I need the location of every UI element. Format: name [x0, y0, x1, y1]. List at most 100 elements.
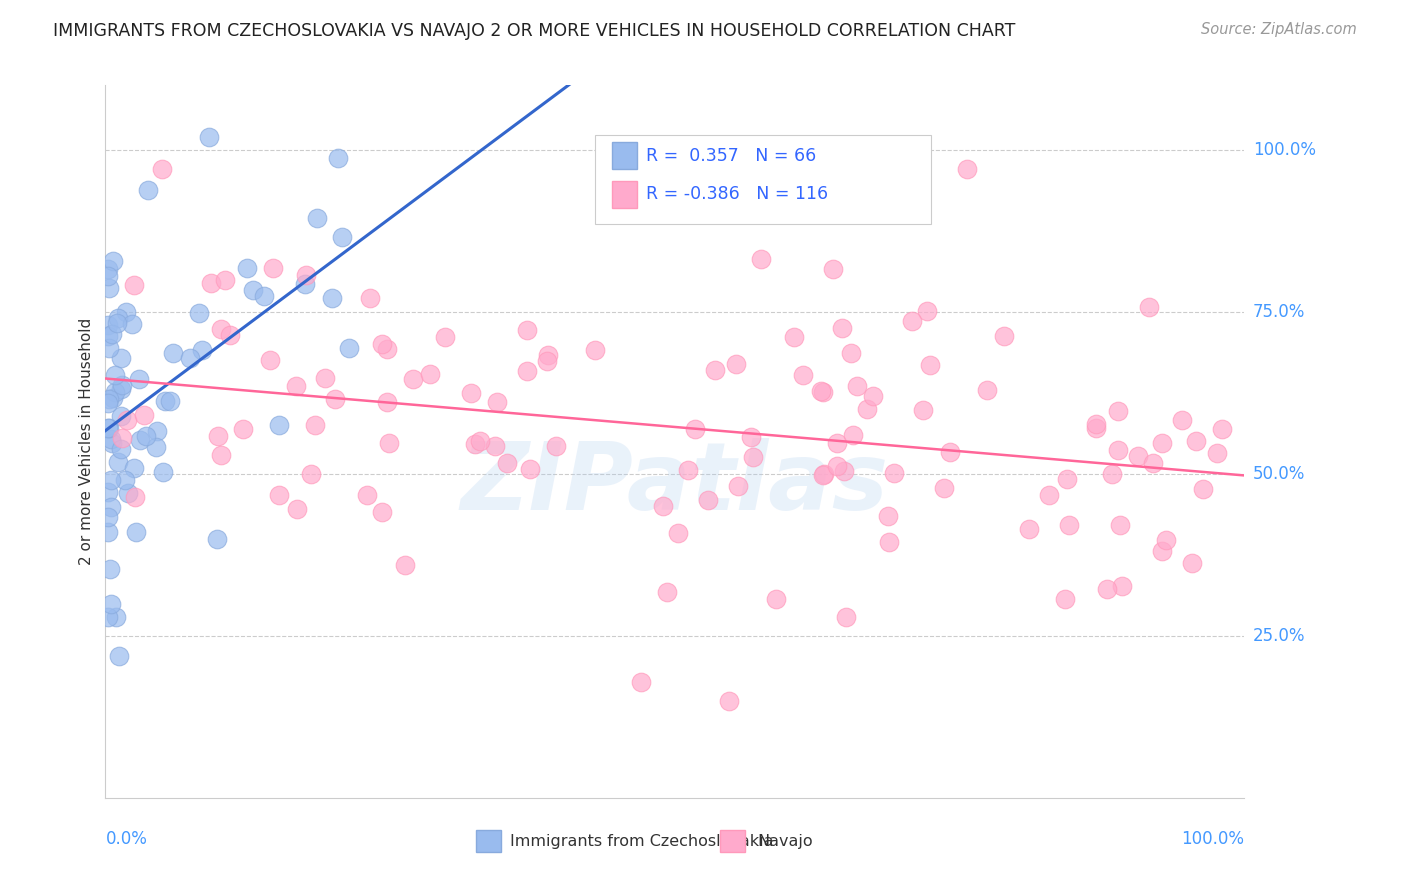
Point [918, 358, 941, 372]
Point [214, 272, 236, 286]
Point [544, 439, 567, 453]
Point [107, 455, 129, 469]
Point [434, 330, 457, 344]
Text: 75.0%: 75.0% [1253, 302, 1305, 321]
Point [375, 395, 398, 409]
Point [792, 368, 814, 382]
Bar [612, 181, 637, 208]
Point [370, 505, 392, 519]
Point [375, 342, 398, 356]
Point [740, 430, 762, 444]
Point [915, 304, 938, 318]
Point [419, 368, 441, 382]
Point [115, 305, 138, 319]
Point [1056, 472, 1078, 486]
Point [976, 384, 998, 398]
Point [305, 211, 328, 225]
Point [932, 482, 955, 496]
Text: R = -0.386   N = 116: R = -0.386 N = 116 [647, 186, 828, 203]
Point [285, 379, 308, 393]
Point [1206, 446, 1229, 460]
Point [655, 585, 678, 599]
Point [105, 316, 128, 330]
Point [825, 436, 848, 450]
Point [359, 292, 381, 306]
Point [97, 392, 120, 406]
Text: 0.0%: 0.0% [105, 830, 148, 848]
Point [179, 351, 201, 365]
Point [1150, 436, 1173, 450]
Point [1126, 450, 1149, 464]
Point [97, 262, 120, 277]
Point [1184, 434, 1206, 448]
Point [825, 459, 848, 474]
Point [321, 291, 343, 305]
Point [209, 322, 232, 336]
Point [108, 648, 131, 663]
Point [314, 371, 336, 385]
Point [128, 434, 150, 448]
Point [516, 323, 538, 337]
Point [219, 328, 242, 343]
Point [125, 525, 148, 540]
Point [138, 182, 160, 196]
Point [678, 463, 700, 477]
Point [103, 391, 125, 405]
Point [111, 430, 134, 444]
Point [537, 348, 560, 362]
Point [97, 509, 120, 524]
Point [835, 609, 858, 624]
Point [267, 488, 290, 502]
Point [205, 532, 228, 546]
Point [145, 440, 167, 454]
Point [725, 358, 748, 372]
Point [103, 254, 125, 268]
Point [1191, 482, 1213, 496]
Point [188, 306, 211, 320]
Point [939, 445, 962, 459]
Point [98, 562, 121, 576]
Point [813, 468, 835, 483]
Point [104, 609, 127, 624]
Point [97, 396, 120, 410]
Point [468, 434, 491, 449]
Point [209, 448, 232, 462]
Point [464, 437, 486, 451]
Point [842, 428, 865, 442]
Point [1085, 421, 1108, 435]
Point [402, 372, 425, 386]
Text: IMMIGRANTS FROM CZECHOSLOVAKIA VS NAVAJO 2 OR MORE VEHICLES IN HOUSEHOLD CORRELA: IMMIGRANTS FROM CZECHOSLOVAKIA VS NAVAJO… [53, 22, 1015, 40]
Point [152, 465, 174, 479]
Bar [612, 143, 637, 169]
Point [100, 433, 122, 447]
Point [104, 384, 127, 399]
Point [100, 597, 122, 611]
Point [97, 609, 120, 624]
Point [97, 485, 120, 500]
Point [516, 364, 538, 378]
Point [1181, 557, 1204, 571]
Point [782, 329, 804, 343]
Point [703, 362, 725, 376]
Point [394, 558, 416, 573]
Point [993, 329, 1015, 343]
Point [460, 386, 482, 401]
Bar [475, 830, 501, 852]
Point [100, 327, 122, 342]
Point [652, 499, 675, 513]
Point [484, 439, 506, 453]
Point [122, 277, 145, 292]
Point [718, 694, 741, 708]
Point [110, 351, 132, 365]
Point [235, 260, 257, 275]
Point [356, 488, 378, 502]
Point [100, 436, 122, 450]
Point [685, 422, 707, 436]
Point [1152, 544, 1174, 558]
Point [856, 402, 879, 417]
Point [666, 526, 689, 541]
Point [97, 318, 120, 332]
Point [536, 354, 558, 368]
Point [862, 388, 884, 402]
Point [146, 425, 169, 439]
